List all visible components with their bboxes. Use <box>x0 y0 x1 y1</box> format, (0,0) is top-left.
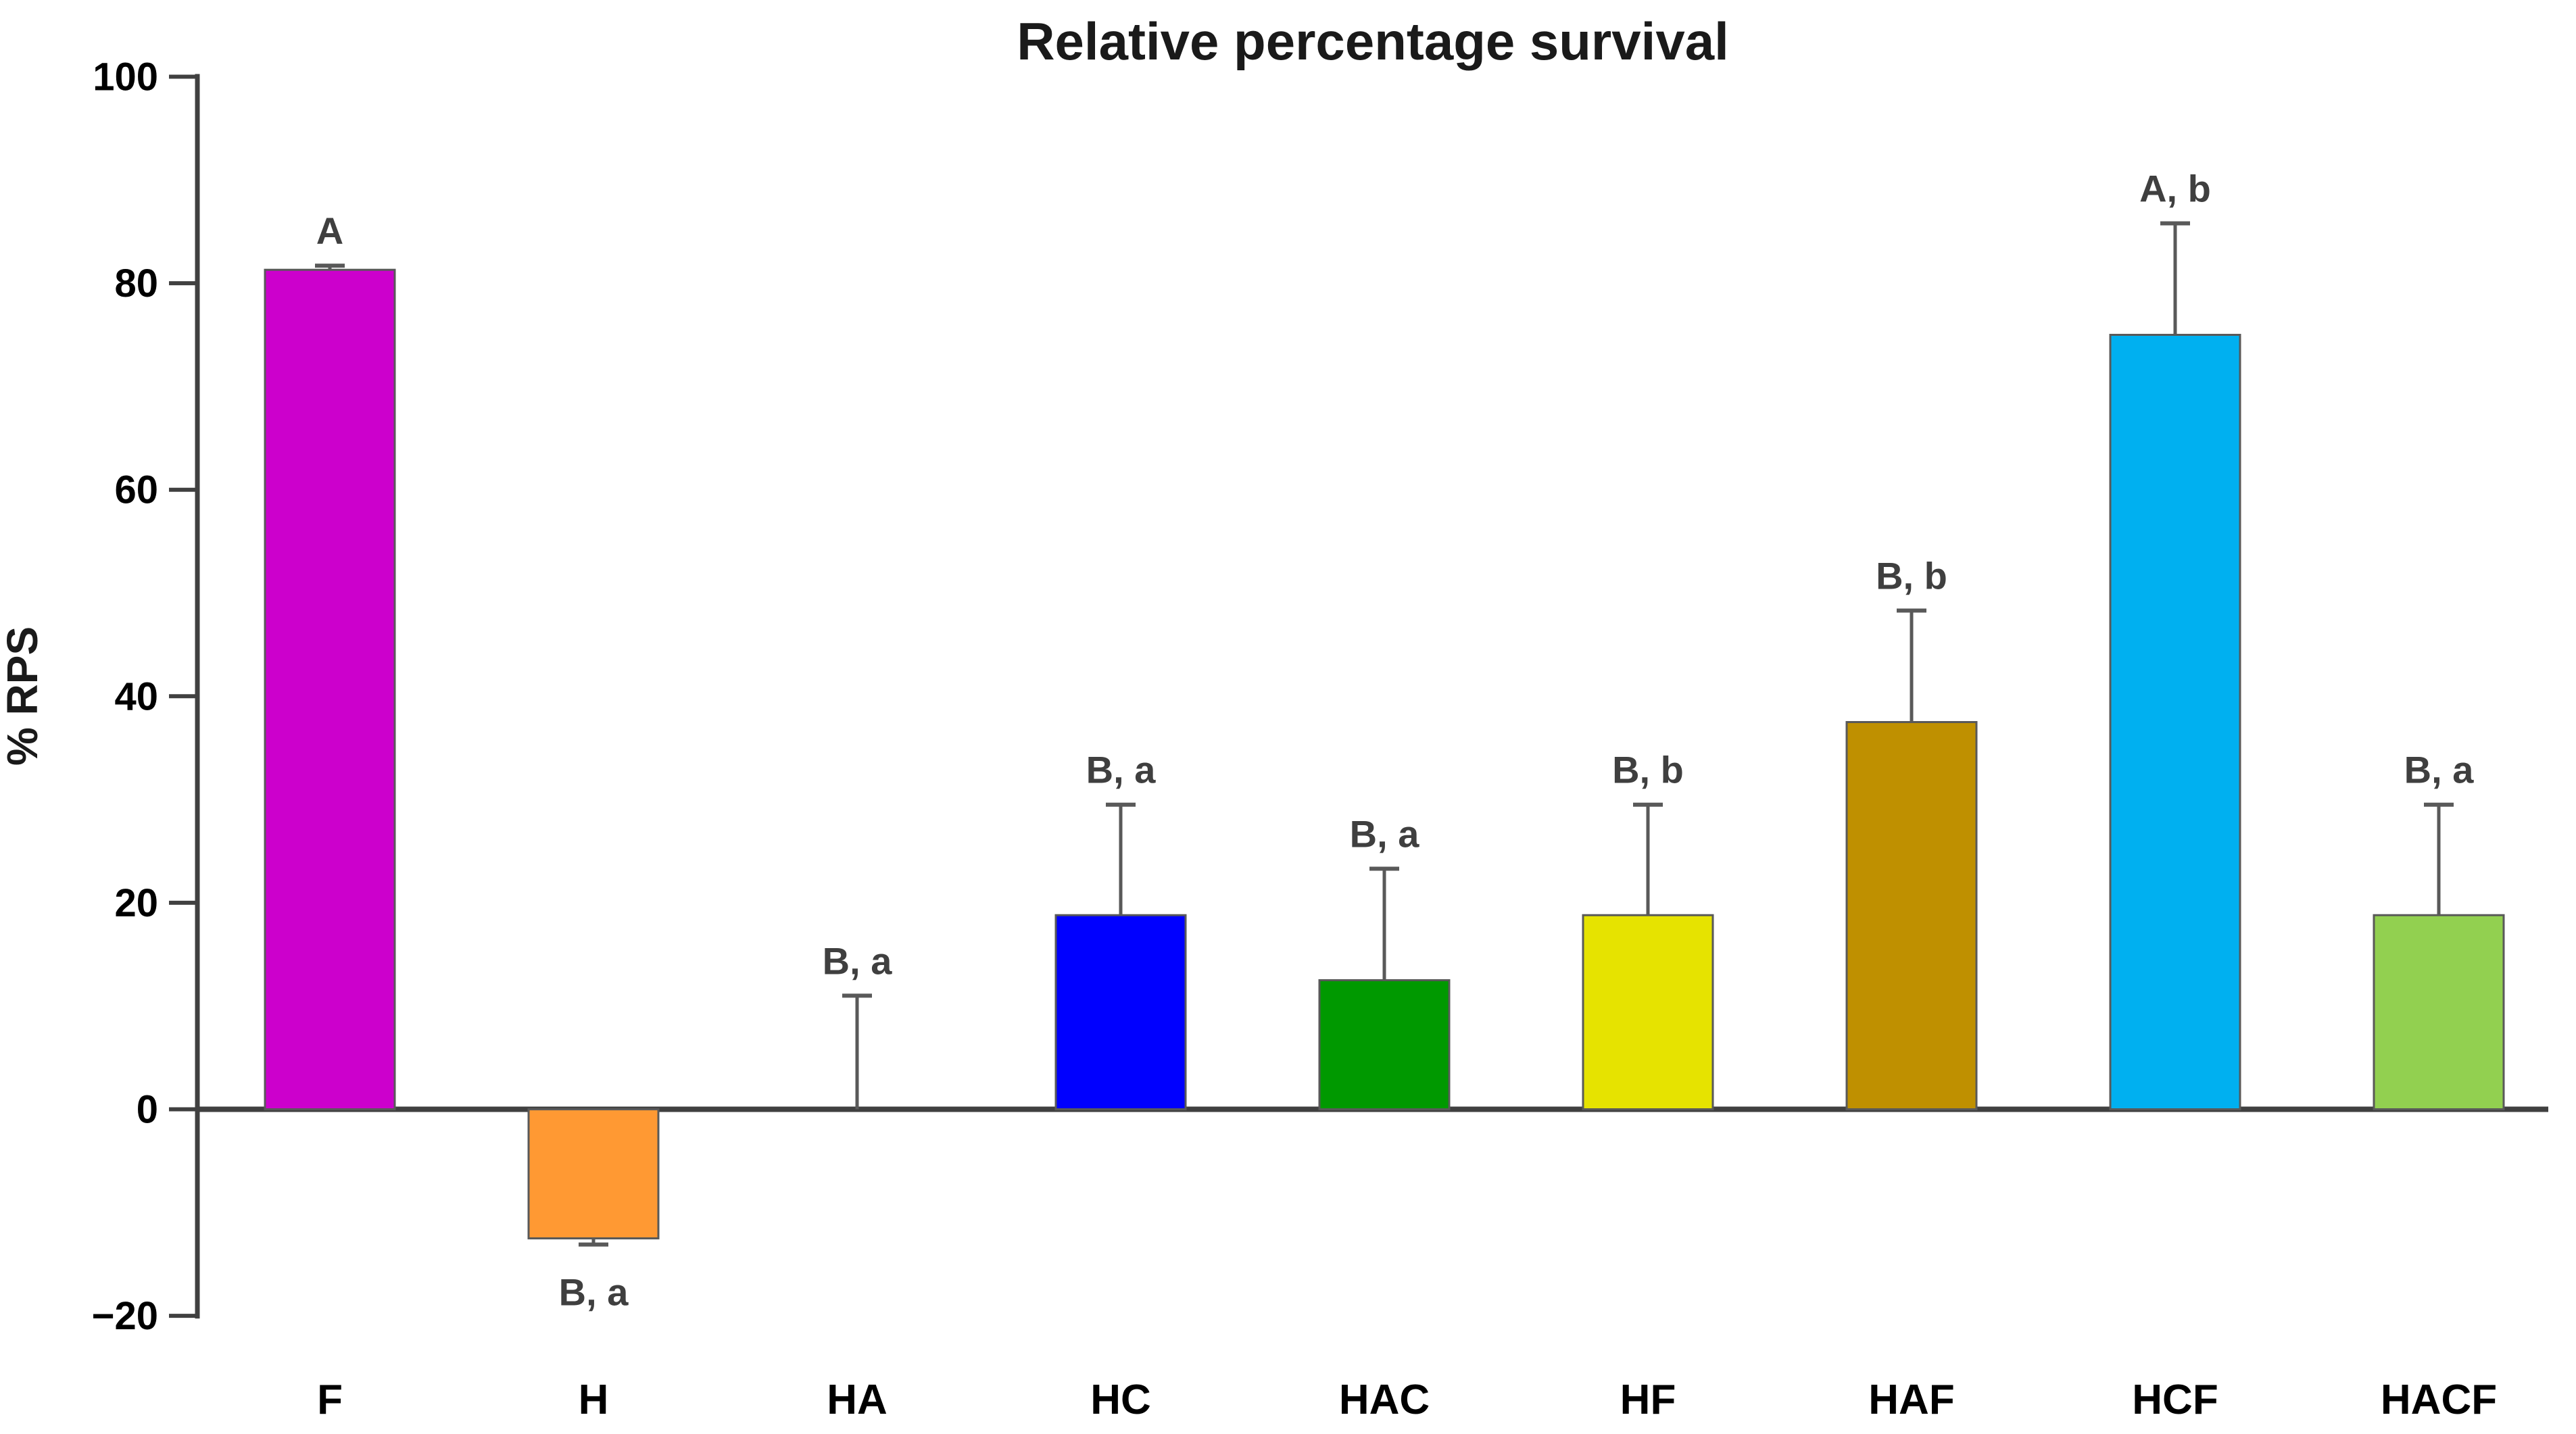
y-tick-label--20: −20 <box>92 1294 158 1338</box>
bar-HAF <box>1845 721 1978 1110</box>
bar-F <box>264 268 396 1111</box>
bar-HCF <box>2109 334 2241 1110</box>
y-tick-label-20: 20 <box>114 881 158 925</box>
sig-label-HA: B, a <box>823 939 893 982</box>
category-label-HCF: HCF <box>2132 1377 2218 1423</box>
bars <box>264 268 2505 1239</box>
category-label-HAF: HAF <box>1868 1377 1954 1423</box>
category-label-HACF: HACF <box>2381 1377 2497 1423</box>
sig-label-F: A <box>316 209 343 252</box>
sig-label-HACF: B, a <box>2404 749 2475 791</box>
y-tick-label-0: 0 <box>137 1088 158 1132</box>
chart-title: Relative percentage survival <box>1017 11 1729 71</box>
sig-label-HF: B, b <box>1612 749 1684 791</box>
y-tick-label-60: 60 <box>114 468 158 512</box>
significance-labels: A B, a B, a B, a B, a B, b B, b A, b B, a <box>316 167 2474 1313</box>
category-label-HC: HC <box>1090 1377 1151 1423</box>
category-labels: F H HA HC HAC HF HAF HCF HACF <box>317 1377 2497 1423</box>
sig-label-HCF: A, b <box>2139 167 2211 209</box>
y-tick-label-40: 40 <box>114 674 158 718</box>
bar-H <box>527 1108 660 1239</box>
sig-label-H: B, a <box>559 1271 629 1314</box>
category-label-HAC: HAC <box>1339 1377 1430 1423</box>
bar-HACF <box>2373 914 2505 1110</box>
y-tick-label-100: 100 <box>93 55 158 99</box>
category-label-HA: HA <box>827 1377 888 1423</box>
sig-label-HAC: B, a <box>1350 812 1420 855</box>
bar-HAC <box>1318 979 1451 1110</box>
category-label-F: F <box>317 1377 343 1423</box>
sig-label-HC: B, a <box>1086 749 1157 791</box>
y-axis-title: % RPS <box>0 626 47 766</box>
error-bars <box>315 221 2454 1247</box>
bar-HC <box>1054 914 1187 1110</box>
y-tick-label-80: 80 <box>114 262 158 305</box>
category-label-H: H <box>579 1377 609 1423</box>
sig-label-HAF: B, b <box>1876 554 1947 597</box>
bar-HF <box>1582 914 1714 1110</box>
category-label-HF: HF <box>1620 1377 1676 1423</box>
